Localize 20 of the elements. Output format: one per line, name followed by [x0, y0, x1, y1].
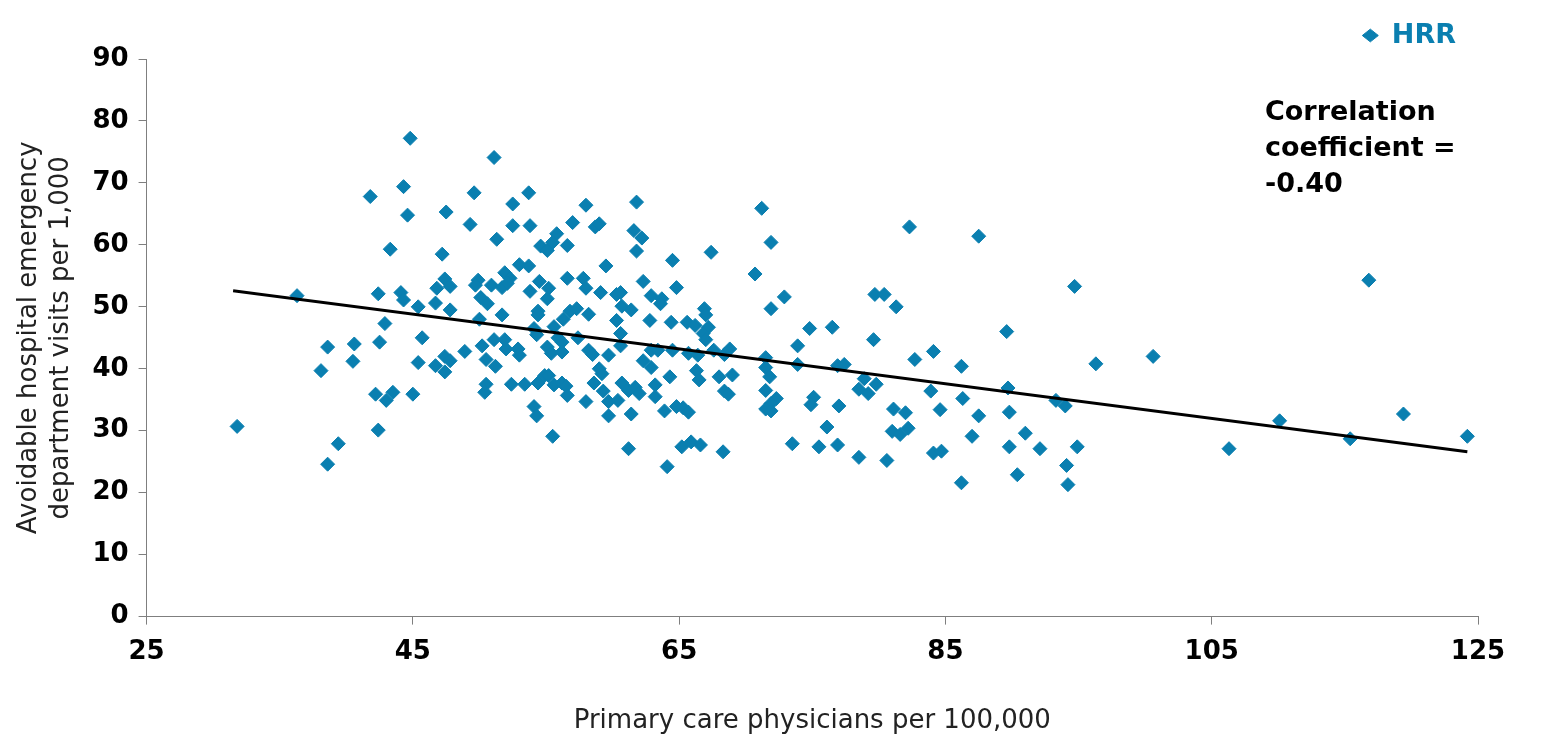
y-tick-label: 70: [92, 165, 129, 196]
y-tick-label: 80: [92, 103, 129, 134]
x-tick-label: 125: [1450, 634, 1506, 665]
y-tick-label: 20: [92, 475, 129, 506]
legend-label: HRR: [1391, 17, 1457, 49]
y-tick-label: 60: [92, 227, 129, 258]
x-tick-label: 25: [128, 634, 165, 665]
y-tick-label: 90: [92, 41, 129, 72]
x-tick-label: 85: [927, 634, 964, 665]
x-tick-label: 65: [661, 634, 698, 665]
y-tick-label: 50: [92, 289, 129, 320]
y-tick-label: 30: [92, 413, 129, 444]
y-tick-label: 0: [110, 599, 129, 630]
x-tick-label: 105: [1184, 634, 1239, 665]
y-tick-label: 10: [92, 537, 129, 568]
annotation: Correlation coefficient = -0.40: [1265, 94, 1456, 198]
y-tick-label: 40: [92, 351, 129, 382]
y-axis-title: Avoidable hospital emergency department visits per 1,000: [12, 141, 74, 535]
x-axis-title: Primary care physicians per 100,000: [573, 704, 1051, 735]
x-tick-label: 45: [394, 634, 431, 665]
